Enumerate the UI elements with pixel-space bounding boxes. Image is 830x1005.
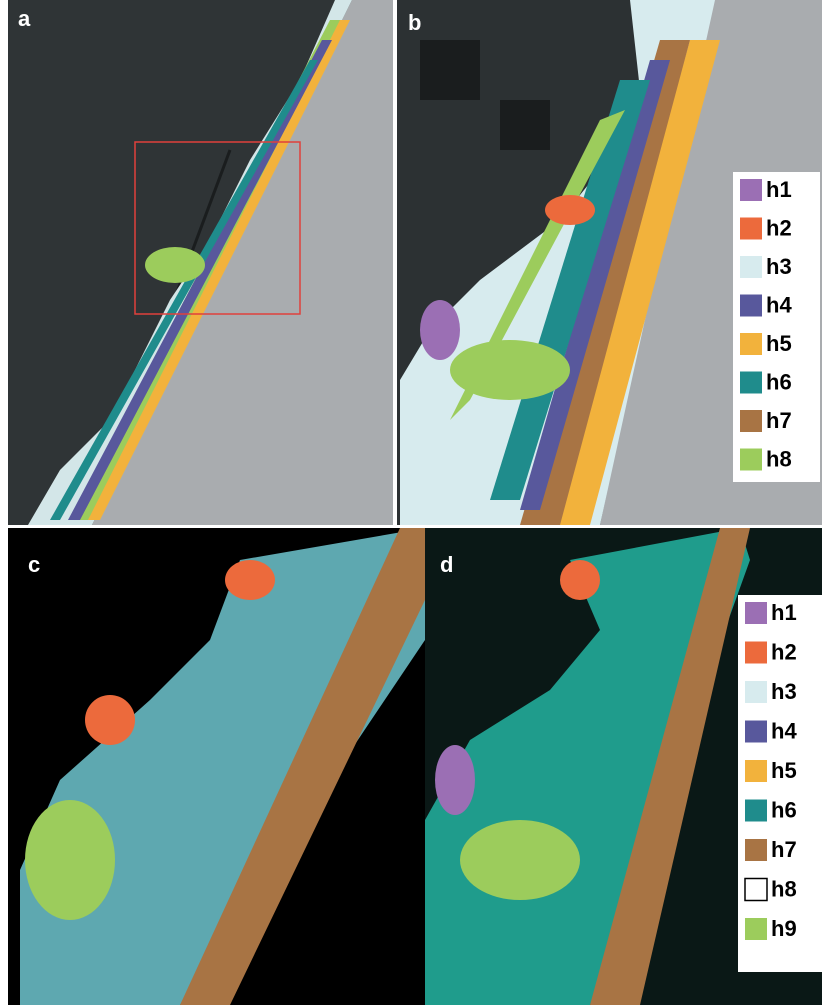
- legend-swatch: [745, 800, 767, 822]
- legend-label: h9: [771, 916, 797, 941]
- legend-swatch: [740, 256, 762, 278]
- legend-swatch: [740, 410, 762, 432]
- legend-label: h6: [771, 797, 797, 822]
- legend-label: h4: [771, 718, 797, 743]
- legend-swatch: [745, 721, 767, 743]
- legend-swatch: [745, 642, 767, 664]
- legend-swatch: [740, 218, 762, 240]
- legend-swatch: [740, 295, 762, 317]
- legend-swatch: [745, 839, 767, 861]
- legend-label: h2: [771, 639, 797, 664]
- panel-a: [8, 0, 393, 525]
- legend-swatch: [740, 179, 762, 201]
- legend-label: h8: [766, 446, 792, 471]
- legend-label: h6: [766, 369, 792, 394]
- legend-label: h5: [771, 758, 797, 783]
- legend-swatch: [740, 333, 762, 355]
- legend-label: h5: [766, 331, 792, 356]
- legend-label: h4: [766, 292, 792, 317]
- legend-swatch: [745, 602, 767, 624]
- legend-swatch: [745, 918, 767, 940]
- legend-label: h2: [766, 215, 792, 240]
- legend-label: h1: [771, 600, 797, 625]
- legend-label: h8: [771, 876, 797, 901]
- legend-label: h1: [766, 177, 792, 202]
- legend-swatch: [745, 681, 767, 703]
- panel-label: c: [28, 552, 40, 577]
- legend-label: h7: [766, 408, 792, 433]
- legend-swatch: [740, 449, 762, 471]
- legend-swatch: [740, 372, 762, 394]
- legend-label: h7: [771, 837, 797, 862]
- legend-label: h3: [766, 254, 792, 279]
- panel-label: d: [440, 552, 453, 577]
- legend-swatch: [745, 760, 767, 782]
- panel-label: b: [408, 10, 421, 35]
- figure: a b c d h1 h2 h3 h4 h5 h6 h7 h8 h1 h2 h3 h4 h5 h6 h7 h8…: [0, 0, 830, 1005]
- panel-c: [8, 528, 425, 1005]
- panel-label: a: [18, 6, 31, 31]
- legend-label: h3: [771, 679, 797, 704]
- legend-swatch: [745, 879, 767, 901]
